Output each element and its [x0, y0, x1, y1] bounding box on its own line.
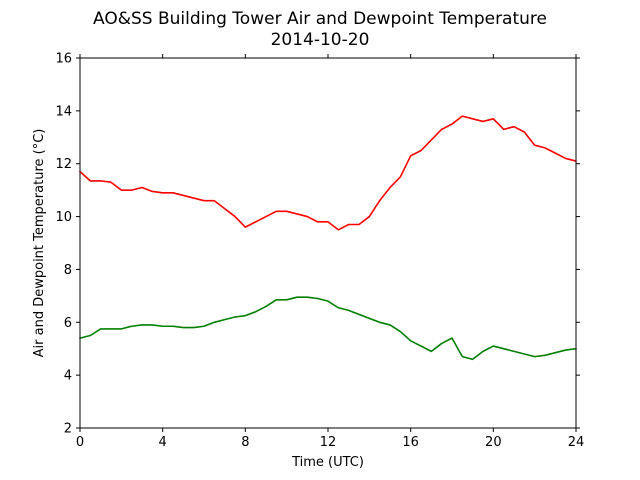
x-tick-label: 16	[402, 435, 419, 450]
y-tick-label: 16	[55, 52, 72, 67]
series-layer	[79, 115, 577, 361]
plot-frame	[79, 57, 577, 429]
y-tick-label: 14	[55, 104, 72, 119]
x-tick-label: 8	[241, 435, 249, 450]
series-line-1	[79, 115, 577, 231]
y-axis-title: Air and Dewpoint Temperature (°C)	[32, 129, 47, 358]
y-tick-label: 2	[64, 422, 72, 437]
x-axis-title: Time (UTC)	[291, 455, 364, 470]
y-tick-label: 10	[55, 210, 72, 225]
y-tick-label: 4	[64, 369, 72, 384]
chart-title: AO&SS Building Tower Air and Dewpoint Te…	[93, 9, 547, 29]
x-tick-label: 20	[485, 435, 502, 450]
x-tick-label: 4	[159, 435, 167, 450]
x-tick-label: 12	[320, 435, 337, 450]
x-tick-label: 24	[568, 435, 585, 450]
y-tick-label: 8	[64, 263, 72, 278]
series-line-2	[79, 296, 577, 361]
y-tick-label: 12	[55, 157, 72, 172]
y-tick-label: 6	[64, 316, 72, 331]
x-tick-label: 0	[76, 435, 84, 450]
chart-subtitle: 2014-10-20	[271, 30, 370, 50]
